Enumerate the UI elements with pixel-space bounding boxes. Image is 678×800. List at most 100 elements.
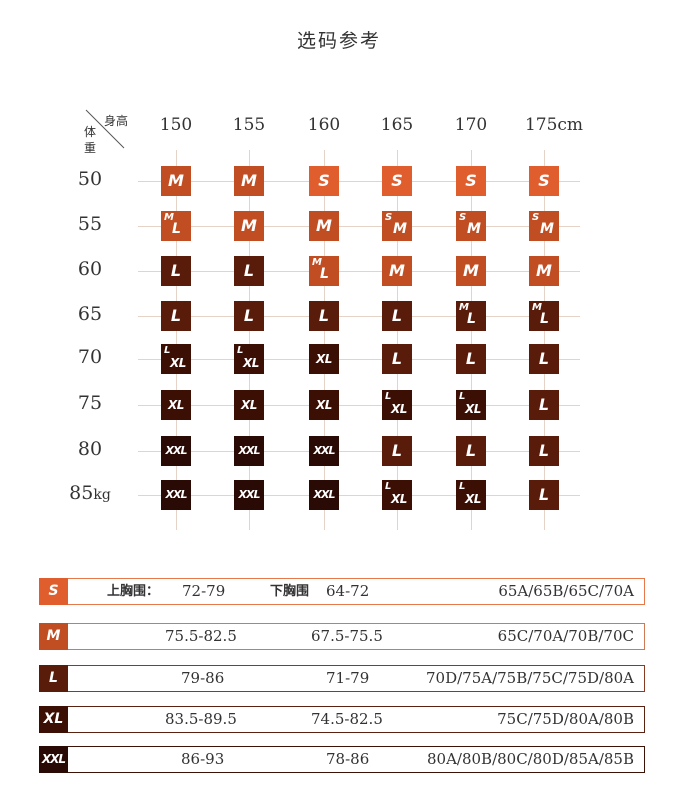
size-cell-secondary: L — [320, 266, 329, 282]
size-badge: XXL — [39, 746, 68, 773]
grid-line-horizontal — [138, 495, 580, 496]
size-cell: M — [529, 256, 559, 286]
size-cell-primary: L — [385, 481, 392, 492]
height-axis-label: 身高 — [104, 114, 129, 128]
under-bust-value: 67.5-75.5 — [311, 627, 383, 645]
size-cell-label: L — [391, 441, 403, 460]
size-cell-label: S — [318, 171, 330, 190]
size-cell-primary: M — [164, 212, 174, 223]
size-cell: L XL — [382, 390, 412, 420]
size-badge: M — [39, 623, 68, 650]
size-cell-primary: M — [459, 302, 469, 313]
size-cell-label: S — [465, 171, 477, 190]
size-cell-label: XL — [316, 398, 332, 412]
table-corner-header: 身高 体重 — [80, 108, 130, 155]
size-cell-label: XXL — [165, 444, 188, 457]
size-cell-label: XL — [316, 352, 332, 366]
size-cell-label: M — [463, 261, 479, 280]
size-cell-label: M — [241, 216, 257, 235]
size-cell-label: L — [318, 306, 330, 325]
cup-sizes-value: 70D/75A/75B/75C/75D/80A — [425, 669, 634, 687]
height-column-header: 170 — [454, 115, 488, 135]
grid-line-horizontal — [138, 451, 580, 452]
size-cell-label: M — [241, 171, 257, 190]
size-cell-secondary: M — [540, 221, 554, 237]
size-cell-secondary: XL — [391, 492, 407, 506]
size-cell-label: L — [243, 306, 255, 325]
size-cell: XL — [234, 390, 264, 420]
size-cell-label: XXL — [313, 444, 336, 457]
size-cell-secondary: XL — [243, 356, 259, 370]
size-cell: L — [529, 480, 559, 510]
size-cell: M — [234, 211, 264, 241]
height-column-header: 155 — [232, 115, 266, 135]
grid-line-vertical — [249, 150, 250, 530]
weight-value: 60 — [77, 258, 103, 280]
size-cell-label: L — [243, 261, 255, 280]
size-cell-label: L — [538, 441, 550, 460]
upper-bust-label: 上胸围： — [107, 584, 160, 599]
size-cell-secondary: L — [540, 311, 549, 327]
weight-value: 85 — [69, 482, 94, 504]
size-cell: L — [456, 344, 486, 374]
size-cell: XXL — [234, 480, 264, 510]
size-cell: L — [382, 301, 412, 331]
under-bust-value: 71-79 — [326, 669, 370, 687]
size-cell-primary: L — [237, 345, 244, 356]
upper-bust-value: 83.5-89.5 — [165, 710, 237, 728]
size-cell-label: L — [391, 349, 403, 368]
grid-line-horizontal — [138, 405, 580, 406]
size-cell: L — [529, 390, 559, 420]
height-column-header: 160 — [307, 115, 341, 135]
size-cell: XXL — [234, 436, 264, 466]
grid-line-vertical — [324, 150, 325, 530]
cup-sizes-value: 75C/75D/80A/80B — [497, 710, 634, 728]
size-cell-primary: L — [459, 391, 466, 402]
size-detail-row: M 75.5-82.5 67.5-75.5 65C/70A/70B/70C — [39, 623, 645, 650]
size-cell-secondary: L — [467, 311, 476, 327]
size-cell-label: XL — [241, 398, 257, 412]
size-cell: L XL — [161, 344, 191, 374]
size-cell: L XL — [456, 480, 486, 510]
weight-row-header: 55 — [60, 213, 120, 235]
size-cell-label: L — [391, 306, 403, 325]
size-cell-label: XXL — [165, 488, 188, 501]
weight-row-header: 85kg — [60, 482, 120, 504]
size-cell: S — [382, 166, 412, 196]
size-cell-label: M — [168, 171, 184, 190]
height-column-header: 165 — [380, 115, 414, 135]
size-cell-label: L — [170, 306, 182, 325]
size-detail-row: XXL 86-93 78-86 80A/80B/80C/80D/85A/85B — [39, 746, 645, 773]
size-cell-label: L — [538, 395, 550, 414]
upper-bust-value: 72-79 — [182, 582, 226, 600]
cup-sizes-value: 65A/65B/65C/70A — [498, 582, 634, 600]
size-cell-primary: S — [459, 212, 467, 223]
size-cell-label: L — [465, 441, 477, 460]
size-badge: S — [39, 578, 68, 605]
size-cell: L — [161, 256, 191, 286]
weight-row-header: 50 — [60, 168, 120, 190]
weight-row-header: 60 — [60, 258, 120, 280]
size-cell-primary: M — [312, 257, 322, 268]
size-cell: XXL — [309, 480, 339, 510]
grid-line-horizontal — [138, 226, 580, 227]
size-cell-secondary: XL — [391, 402, 407, 416]
size-cell: L — [161, 301, 191, 331]
size-cell: XXL — [309, 436, 339, 466]
weight-unit: kg — [93, 487, 111, 503]
under-bust-value: 74.5-82.5 — [311, 710, 383, 728]
size-cell: XXL — [161, 480, 191, 510]
grid-line-vertical — [544, 150, 545, 530]
size-cell: XXL — [161, 436, 191, 466]
size-cell: L XL — [456, 390, 486, 420]
size-cell: M — [456, 256, 486, 286]
size-cell-label: XXL — [238, 488, 261, 501]
under-bust-label: 下胸围 — [270, 584, 310, 599]
size-cell: L — [456, 436, 486, 466]
